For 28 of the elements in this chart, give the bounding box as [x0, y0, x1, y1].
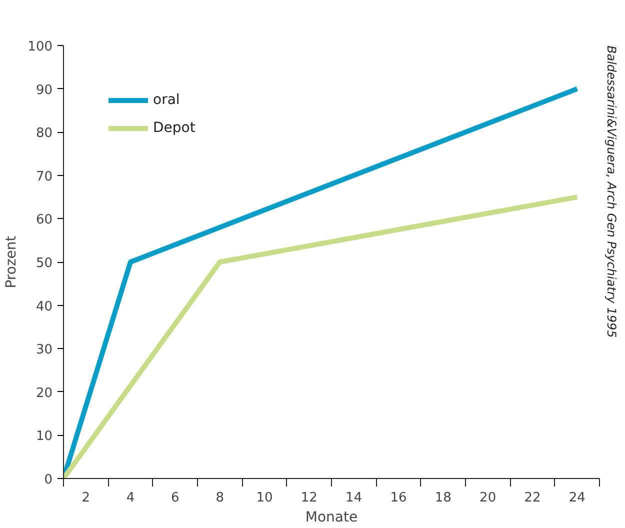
y-tick-label: 50 [36, 256, 53, 271]
y-tick-label: 60 [36, 212, 53, 228]
x-tick-label: 20 [480, 490, 496, 506]
x-tick-label: 14 [346, 490, 362, 506]
y-tick-label: 100 [28, 40, 53, 54]
text: Baldessarini&Viguera, Arch Gen Psychiatry 1995 [604, 46, 618, 338]
x-tick-label: 6 [171, 490, 180, 506]
y-tick-label: 40 [36, 299, 53, 314]
legend-label: oral [153, 92, 180, 108]
y-tick-label: 20 [36, 386, 53, 401]
x-tick-label: 22 [524, 490, 541, 506]
x-tick-label: 18 [434, 490, 452, 506]
y-axis-title: Prozent [4, 235, 20, 288]
x-axis-title: Monate [305, 510, 358, 526]
y-tick-label: 80 [36, 126, 53, 142]
x-tick-label: 10 [256, 490, 273, 506]
x-tick-label: 2 [82, 490, 90, 506]
y-tick-label: 30 [36, 342, 53, 358]
y-tick-label: 10 [36, 429, 53, 444]
x-tick-label: 8 [216, 490, 224, 506]
y-tick-label: 70 [36, 169, 53, 184]
x-tick-label: 16 [390, 490, 407, 506]
x-tick-label: 12 [300, 490, 318, 506]
y-tick-label: 0 [44, 472, 53, 488]
legend-label: Depot [153, 120, 196, 136]
x-tick-label: 4 [126, 490, 135, 506]
x-tick-label: 24 [568, 490, 586, 506]
y-tick-label: 90 [36, 82, 53, 98]
